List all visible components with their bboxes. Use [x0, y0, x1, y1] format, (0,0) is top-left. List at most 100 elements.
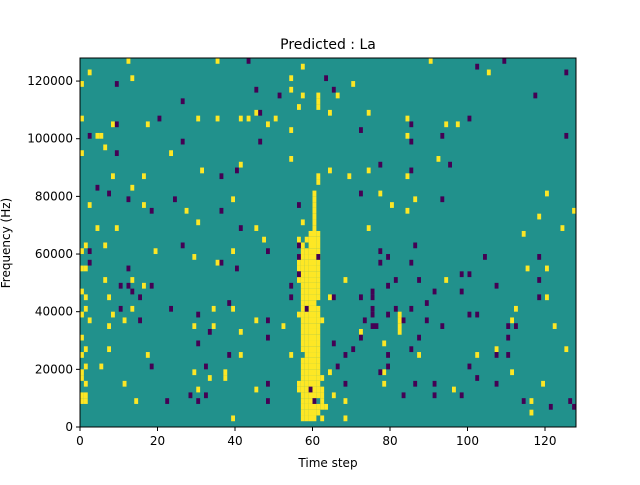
- heatmap-cell-high: [312, 219, 317, 226]
- heatmap-cell-high: [545, 265, 549, 272]
- heatmap-cell-low: [258, 138, 263, 145]
- heatmap-cell-low: [514, 323, 518, 329]
- heatmap-cell-high: [405, 173, 410, 180]
- heatmap-cell-low: [409, 259, 414, 266]
- heatmap-cell-high: [304, 271, 309, 278]
- heatmap-cell-high: [95, 225, 100, 231]
- heatmap-cell-high: [359, 328, 363, 335]
- heatmap-cell-high: [300, 340, 305, 347]
- x-tick-label: 60: [305, 434, 320, 448]
- heatmap-cell-high: [308, 328, 313, 335]
- heatmap-cell-high: [304, 352, 309, 358]
- heatmap-cell-low: [432, 288, 437, 295]
- heatmap-cell-low: [386, 254, 390, 260]
- heatmap-cell-low: [521, 398, 526, 404]
- y-tick-label: 60000: [35, 247, 73, 261]
- heatmap-cell-high: [223, 369, 228, 376]
- heatmap-cell-low: [494, 352, 499, 358]
- heatmap-cell-low: [432, 380, 437, 387]
- heatmap-cell-high: [312, 202, 317, 208]
- heatmap-cell-low: [297, 202, 301, 208]
- heatmap-cell-low: [246, 58, 251, 64]
- heatmap-cell-high: [300, 271, 305, 278]
- heatmap-cell-low: [467, 311, 472, 318]
- heatmap-cell-low: [467, 271, 472, 278]
- heatmap-cell-high: [130, 184, 135, 191]
- heatmap-cell-high: [231, 248, 235, 255]
- heatmap-cell-high: [316, 409, 321, 416]
- heatmap-cell-high: [328, 369, 332, 376]
- heatmap-cell-high: [312, 271, 317, 278]
- heatmap-cell-low: [331, 86, 336, 93]
- heatmap-cell-high: [297, 236, 301, 243]
- heatmap-cell-low: [130, 288, 135, 295]
- heatmap-cell-low: [138, 317, 142, 324]
- heatmap-cell-high: [304, 392, 309, 399]
- heatmap-cell-high: [142, 202, 146, 208]
- heatmap-cell-high: [297, 386, 301, 393]
- heatmap-cell-low: [266, 317, 270, 324]
- heatmap-cell-low: [459, 288, 464, 295]
- heatmap-cell-high: [223, 375, 228, 381]
- y-tick-label: 120000: [27, 74, 73, 88]
- heatmap-cell-high: [312, 254, 317, 260]
- heatmap-cell-high: [452, 386, 456, 393]
- heatmap-cell-low: [537, 294, 542, 301]
- heatmap-cell-low: [413, 242, 418, 249]
- y-tick-label: 20000: [35, 362, 73, 376]
- heatmap-cell-high: [308, 305, 313, 312]
- heatmap-cell-high: [304, 340, 309, 347]
- heatmap-cell-high: [80, 81, 84, 87]
- heatmap-cell-high: [297, 277, 301, 283]
- heatmap-cell-high: [145, 121, 150, 128]
- heatmap-cell-low: [440, 132, 445, 139]
- heatmap-cell-high: [273, 115, 278, 122]
- heatmap-cell-high: [405, 207, 410, 214]
- heatmap-cell-high: [304, 311, 309, 318]
- heatmap-cell-low: [238, 225, 243, 231]
- heatmap-cell-low: [506, 334, 511, 341]
- heatmap-cell-high: [312, 277, 317, 283]
- heatmap-cell-high: [304, 288, 309, 295]
- y-tick-label: 100000: [27, 132, 73, 146]
- heatmap-cell-high: [304, 415, 309, 422]
- heatmap-cell-high: [95, 132, 100, 139]
- heatmap-cell-high: [122, 380, 127, 387]
- heatmap-cell-high: [316, 179, 321, 185]
- heatmap-cell-high: [316, 334, 321, 341]
- heatmap-cell-high: [316, 248, 321, 255]
- heatmap-cell-high: [308, 352, 313, 358]
- heatmap-cell-high: [316, 173, 321, 180]
- heatmap-cell-high: [130, 305, 135, 312]
- heatmap-cell-high: [436, 156, 441, 162]
- heatmap-cell-low: [378, 259, 383, 266]
- heatmap-cell-low: [207, 328, 212, 335]
- heatmap-cell-high: [316, 265, 321, 272]
- heatmap-cell-high: [304, 254, 309, 260]
- heatmap-cell-high: [83, 305, 88, 312]
- heatmap-cell-high: [312, 213, 317, 220]
- heatmap-cell-high: [238, 161, 243, 168]
- heatmap-cell-high: [510, 369, 514, 376]
- heatmap-cell-high: [312, 352, 317, 358]
- heatmap-cell-high: [300, 277, 305, 283]
- heatmap-cell-high: [300, 317, 305, 324]
- heatmap-cell-low: [440, 323, 445, 329]
- heatmap-cell-low: [297, 254, 301, 260]
- heatmap-cell-high: [312, 294, 317, 301]
- heatmap-cell-high: [486, 69, 491, 76]
- x-tick-label: 20: [150, 434, 165, 448]
- heatmap-cell-low: [331, 294, 336, 301]
- heatmap-cell-low: [254, 86, 259, 93]
- heatmap-cell-low: [219, 173, 224, 180]
- heatmap-cell-high: [405, 132, 410, 139]
- heatmap-cell-high: [289, 127, 294, 133]
- heatmap-cell-low: [374, 323, 379, 329]
- heatmap-cell-high: [382, 380, 387, 387]
- y-axis-ticks: 0 20000 40000 60000 80000 100000 120000: [27, 74, 80, 434]
- heatmap-cell-high: [300, 398, 305, 404]
- heatmap-cell-low: [417, 277, 421, 283]
- heatmap-cell-high: [300, 254, 305, 260]
- heatmap-cell-low: [537, 254, 542, 260]
